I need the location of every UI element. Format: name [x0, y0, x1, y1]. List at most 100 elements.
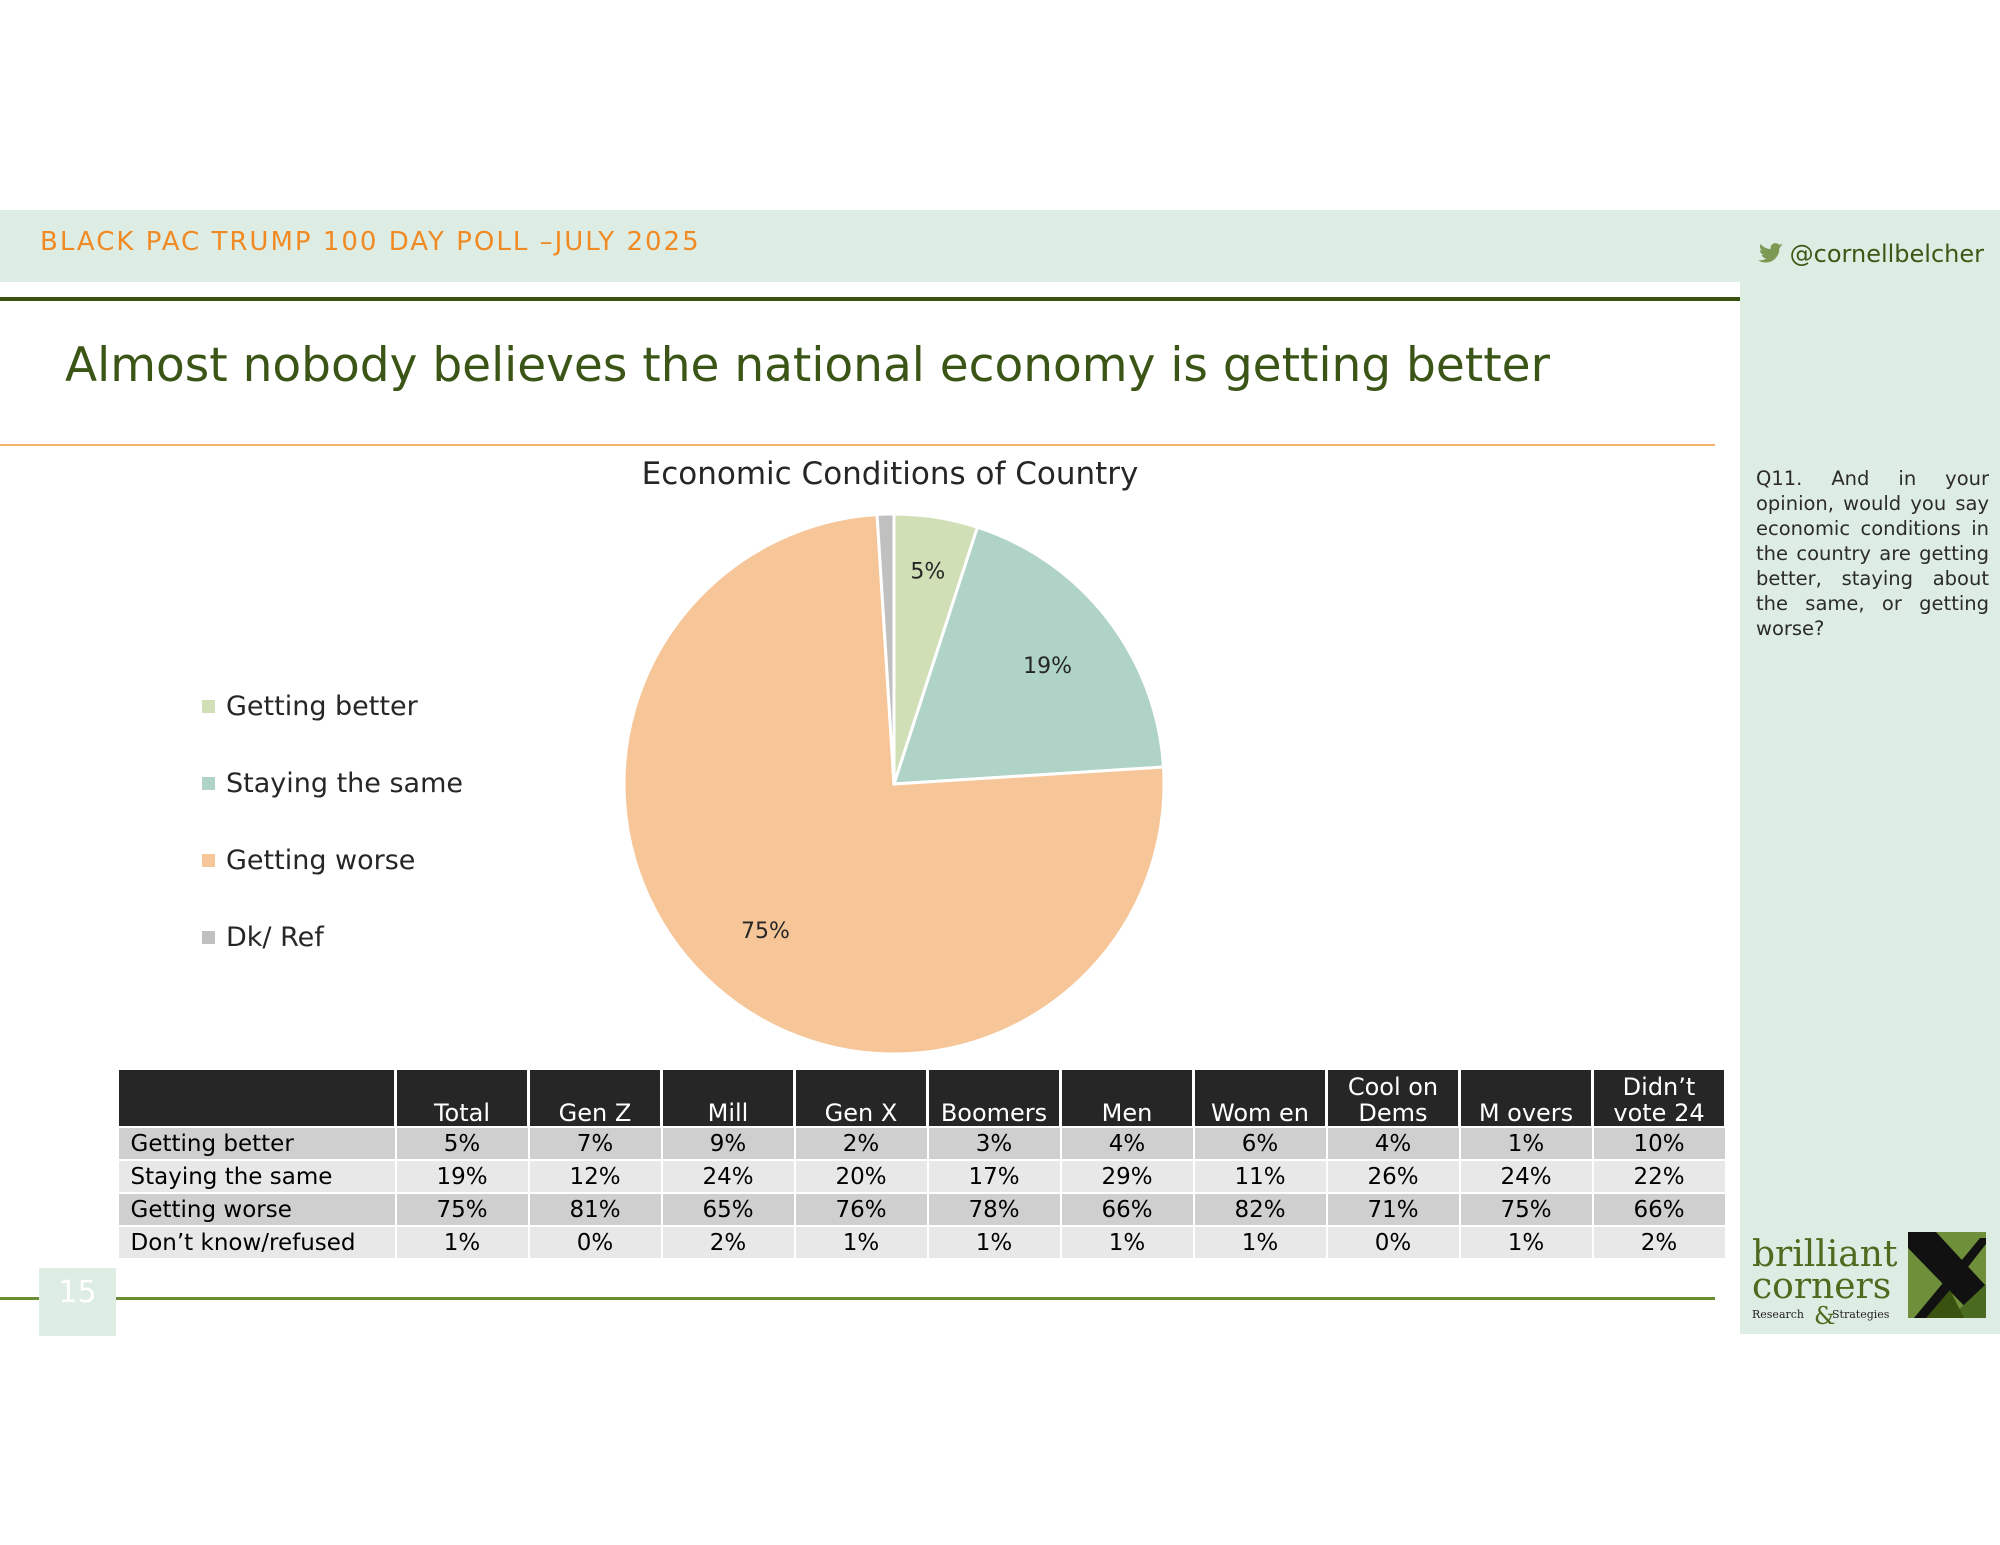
pie-data-label: 75%: [741, 919, 790, 944]
table-cell: 1%: [1059, 1225, 1195, 1260]
legend-swatch: [202, 700, 215, 713]
table-cell: 82%: [1192, 1192, 1328, 1227]
table-cell: 75%: [394, 1192, 530, 1227]
pie-slice-dk-ref: [875, 512, 896, 785]
column-header: Cool on Dems: [1325, 1070, 1461, 1127]
table-cell: 71%: [1325, 1192, 1461, 1227]
row-label: Getting worse: [116, 1192, 397, 1227]
pie-slice-staying-the-same: [891, 525, 1166, 786]
logo-line1: brilliant: [1752, 1234, 1898, 1275]
table-cell: 1%: [793, 1225, 929, 1260]
legend-item: Getting better: [202, 668, 463, 745]
header-divider: [0, 297, 2000, 301]
legend-swatch: [202, 777, 215, 790]
header-band: [0, 210, 2000, 282]
pie-slice-getting-worse: [622, 512, 1166, 1056]
legend-label: Getting worse: [226, 845, 416, 876]
table-cell: 3%: [926, 1126, 1062, 1161]
brilliant-corners-logo: brilliant corners Research & Strategies: [1752, 1232, 1986, 1328]
table-cell: 19%: [394, 1159, 530, 1194]
pie-data-label: 19%: [1023, 654, 1072, 679]
table-cell: 24%: [660, 1159, 796, 1194]
table-cell: 11%: [1192, 1159, 1328, 1194]
legend-item: Dk/ Ref: [202, 899, 463, 976]
table-cell: 75%: [1458, 1192, 1594, 1227]
side-panel: [1740, 282, 2000, 1334]
pie-data-label: 5%: [910, 560, 945, 585]
table-cell: 9%: [660, 1126, 796, 1161]
legend-item: Staying the same: [202, 745, 463, 822]
legend-label: Staying the same: [226, 768, 464, 799]
table-cell: 12%: [527, 1159, 663, 1194]
table-cell: 76%: [793, 1192, 929, 1227]
table-cell: 1%: [1458, 1126, 1594, 1161]
column-header: Men: [1059, 1070, 1195, 1127]
logo-strategies: Strategies: [1832, 1308, 1890, 1321]
table-cell: 4%: [1059, 1126, 1195, 1161]
table-cell: 81%: [527, 1192, 663, 1227]
table-cell: 0%: [1325, 1225, 1461, 1260]
chart-legend: Getting better Staying the same Getting …: [202, 668, 463, 976]
table-cell: 1%: [394, 1225, 530, 1260]
page-number: 15: [58, 1275, 97, 1310]
table-cell: 65%: [660, 1192, 796, 1227]
table-cell: 29%: [1059, 1159, 1195, 1194]
table-cell: 2%: [1591, 1225, 1727, 1260]
twitter-handle[interactable]: @cornellbelcher: [1757, 240, 1984, 268]
legend-label: Dk/ Ref: [226, 922, 324, 953]
row-label: Don’t know/refused: [116, 1225, 397, 1260]
table-cell: 2%: [660, 1225, 796, 1260]
logo-research: Research: [1752, 1308, 1804, 1321]
legend-swatch: [202, 854, 215, 867]
table-cell: 2%: [793, 1126, 929, 1161]
table-row: Getting better 5% 7% 9% 2% 3% 4% 6% 4% 1% 10%: [116, 1126, 1727, 1161]
table-cell: 17%: [926, 1159, 1062, 1194]
column-header: Didn’t vote 24: [1591, 1070, 1727, 1127]
crosstab-table: Total Gen Z Mill Gen X Boomers Men Wom e…: [116, 1070, 1727, 1260]
title-divider: [0, 444, 1715, 446]
table-cell: 10%: [1591, 1126, 1727, 1161]
table-cell: 66%: [1059, 1192, 1195, 1227]
column-header: [116, 1070, 397, 1127]
table-cell: 7%: [527, 1126, 663, 1161]
table-cell: 24%: [1458, 1159, 1594, 1194]
column-header: M overs: [1458, 1070, 1594, 1127]
table-cell: 1%: [1458, 1225, 1594, 1260]
logo-line2: corners: [1752, 1266, 1891, 1307]
table-cell: 20%: [793, 1159, 929, 1194]
table-cell: 6%: [1192, 1126, 1328, 1161]
table-cell: 22%: [1591, 1159, 1727, 1194]
table-row: Getting worse 75% 81% 65% 76% 78% 66% 82% 71% 75%…: [116, 1192, 1727, 1227]
table-cell: 1%: [1192, 1225, 1328, 1260]
table-cell: 0%: [527, 1225, 663, 1260]
table-cell: 4%: [1325, 1126, 1461, 1161]
column-header: Wom en: [1192, 1070, 1328, 1127]
page-number-box: [39, 1268, 116, 1336]
question-text: Q11. And in your opinion, would you say …: [1756, 467, 1989, 640]
table-cell: 78%: [926, 1192, 1062, 1227]
poll-title: BLACK PAC TRUMP 100 DAY POLL –JULY 2025: [40, 227, 701, 257]
legend-label: Getting better: [226, 691, 418, 722]
legend-item: Getting worse: [202, 822, 463, 899]
table-header-row: Total Gen Z Mill Gen X Boomers Men Wom e…: [116, 1070, 1727, 1127]
table-cell: 5%: [394, 1126, 530, 1161]
column-header: Total: [394, 1070, 530, 1127]
logo-mark: [1908, 1232, 1986, 1318]
logo-ampersand: &: [1814, 1302, 1835, 1328]
table-cell: 66%: [1591, 1192, 1727, 1227]
table-row: Don’t know/refused 1% 0% 2% 1% 1% 1% 1% 0% 1% 2%: [116, 1225, 1727, 1260]
table-cell: 26%: [1325, 1159, 1461, 1194]
table-row: Staying the same 19% 12% 24% 20% 17% 29% 11% 26%…: [116, 1159, 1727, 1194]
twitter-handle-text: @cornellbelcher: [1789, 240, 1984, 268]
column-header: Boomers: [926, 1070, 1062, 1127]
legend-swatch: [202, 931, 215, 944]
row-label: Getting better: [116, 1126, 397, 1161]
table-cell: 1%: [926, 1225, 1062, 1260]
column-header: Gen Z: [527, 1070, 663, 1127]
footer-divider: [0, 1297, 1715, 1300]
column-header: Gen X: [793, 1070, 929, 1127]
column-header: Mill: [660, 1070, 796, 1127]
row-label: Staying the same: [116, 1159, 397, 1194]
twitter-bird-icon: [1757, 243, 1783, 263]
